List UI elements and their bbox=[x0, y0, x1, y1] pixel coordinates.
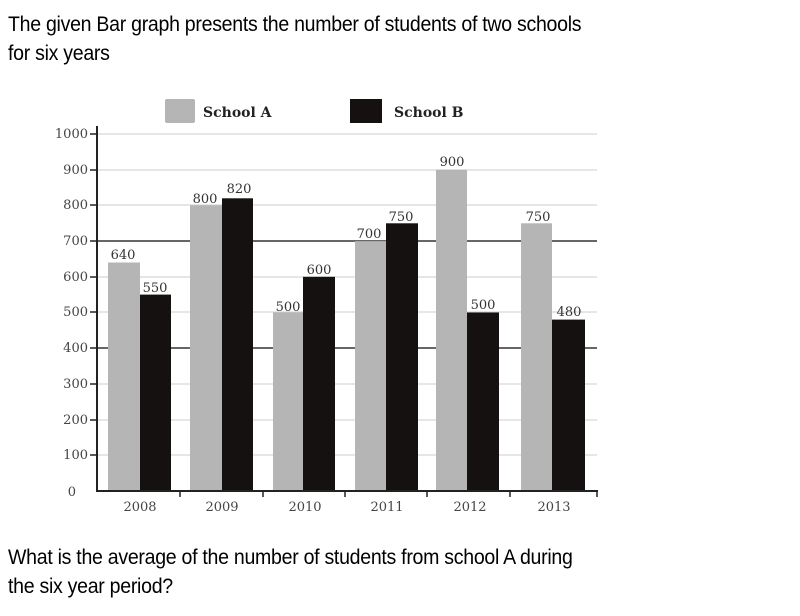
y-tick-label: 900 bbox=[63, 163, 88, 178]
y-tick-label: 500 bbox=[63, 305, 88, 320]
question-intro-line-2: for six years bbox=[8, 42, 110, 65]
x-tick-label-2009: 2009 bbox=[205, 500, 238, 515]
bar-school-a-2009 bbox=[190, 205, 222, 491]
bar-school-a-2012 bbox=[436, 169, 467, 491]
value-label-school-b-2009: 820 bbox=[227, 182, 252, 197]
legend-label-school-b: School B bbox=[394, 105, 464, 121]
bar-school-b-2008 bbox=[140, 294, 171, 491]
value-label-school-a-2011: 700 bbox=[357, 227, 382, 242]
bar-school-b-2010 bbox=[303, 276, 335, 491]
x-tick-label-2011: 2011 bbox=[370, 500, 403, 515]
x-tick-label-2013: 2013 bbox=[537, 500, 570, 515]
question-intro: The given Bar graph presents the number … bbox=[8, 10, 582, 68]
legend-swatch-school-a bbox=[165, 99, 195, 123]
bar-school-a-2010 bbox=[273, 312, 303, 491]
legend: School A School B bbox=[165, 99, 464, 123]
bar-school-a-2013 bbox=[521, 223, 552, 492]
value-label-school-a-2010: 500 bbox=[276, 300, 301, 315]
y-axis: 1000 900 800 700 600 500 400 300 200 100… bbox=[55, 126, 98, 500]
x-tick-label-2012: 2012 bbox=[453, 500, 486, 515]
question-ask-line-1: What is the average of the number of stu… bbox=[8, 546, 573, 569]
y-tick-label: 0 bbox=[68, 485, 76, 500]
x-axis: 2008 2009 2010 2011 2012 2013 bbox=[97, 490, 598, 515]
y-tick-label: 100 bbox=[63, 448, 88, 463]
value-label-school-b-2008: 550 bbox=[143, 281, 168, 296]
bar-school-a-2011 bbox=[355, 241, 386, 491]
bar-school-a-2008 bbox=[108, 262, 140, 491]
y-tick-label: 700 bbox=[63, 234, 88, 249]
y-tick-label: 600 bbox=[63, 270, 88, 285]
value-label-school-b-2012: 500 bbox=[471, 298, 496, 313]
legend-swatch-school-b bbox=[350, 99, 382, 123]
value-label-school-a-2009: 800 bbox=[193, 192, 218, 207]
x-tick-label-2008: 2008 bbox=[123, 500, 156, 515]
bar-school-b-2012 bbox=[467, 312, 499, 491]
question-ask: What is the average of the number of stu… bbox=[8, 543, 573, 601]
x-tick-label-2010: 2010 bbox=[288, 500, 321, 515]
legend-label-school-a: School A bbox=[203, 105, 273, 121]
y-tick-label: 300 bbox=[63, 377, 88, 392]
value-label-school-a-2008: 640 bbox=[111, 248, 136, 263]
value-label-school-b-2010: 600 bbox=[307, 263, 332, 278]
gridlines bbox=[97, 133, 597, 456]
major-gridlines bbox=[97, 240, 597, 349]
value-label-school-a-2013: 750 bbox=[526, 210, 551, 225]
y-tick-label: 800 bbox=[63, 198, 88, 213]
bar-chart: School A School B 1000 bbox=[55, 99, 598, 515]
y-tick-label: 1000 bbox=[55, 127, 88, 142]
y-tick-label: 200 bbox=[63, 413, 88, 428]
value-label-school-b-2013: 480 bbox=[557, 305, 582, 320]
bar-school-b-2013 bbox=[552, 319, 585, 491]
value-labels: 640 550 800 820 500 600 700 750 900 500 … bbox=[111, 155, 582, 320]
bar-school-b-2011 bbox=[386, 223, 418, 492]
bars bbox=[108, 169, 585, 492]
value-label-school-a-2012: 900 bbox=[440, 155, 465, 170]
value-label-school-b-2011: 750 bbox=[389, 210, 414, 225]
bar-school-b-2009 bbox=[222, 198, 253, 492]
question-intro-line-1: The given Bar graph presents the number … bbox=[8, 13, 582, 36]
y-tick-label: 400 bbox=[63, 341, 88, 356]
question-ask-line-2: the six year period? bbox=[8, 575, 173, 598]
